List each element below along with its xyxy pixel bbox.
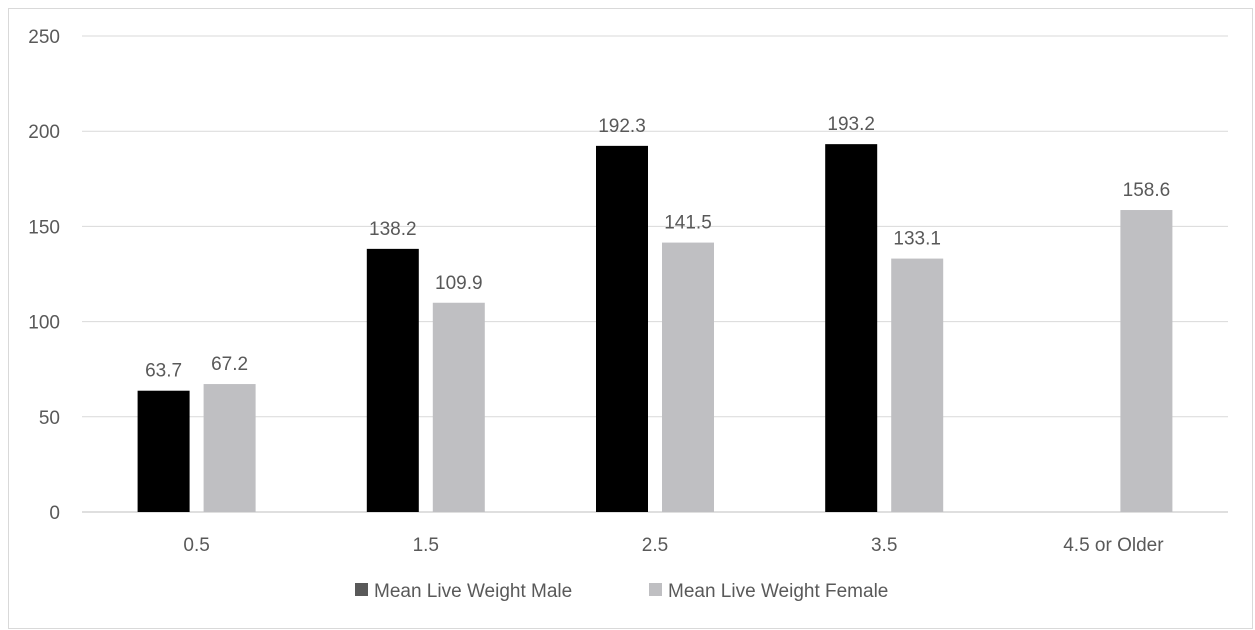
data-label: 67.2: [211, 354, 248, 375]
bar-female: [432, 302, 485, 512]
y-tick-label: 200: [28, 122, 60, 143]
x-tick-label: 4.5 or Older: [1063, 535, 1164, 556]
data-label: 109.9: [435, 273, 483, 294]
y-tick-label: 100: [28, 313, 60, 334]
y-tick-label: 150: [28, 217, 60, 238]
legend-label-female: Mean Live Weight Female: [668, 581, 888, 602]
bar-male: [596, 145, 648, 513]
data-label: 192.3: [598, 116, 646, 137]
legend-swatch-female: [649, 583, 662, 596]
x-tick-label: 1.5: [413, 535, 439, 556]
data-label: 193.2: [827, 114, 875, 135]
data-label: 141.5: [664, 213, 712, 234]
legend-label-male: Mean Live Weight Male: [374, 581, 572, 602]
y-tick-label: 0: [49, 503, 60, 524]
x-tick-label: 2.5: [642, 535, 668, 556]
x-tick-label: 3.5: [871, 535, 897, 556]
data-label: 63.7: [145, 361, 182, 382]
bar-female: [1120, 210, 1173, 512]
bar-male: [137, 390, 190, 512]
legend-swatch-male: [355, 583, 368, 596]
bar-female: [662, 242, 714, 513]
data-label: 138.2: [369, 219, 417, 240]
bar-female: [203, 384, 256, 512]
data-label: 133.1: [893, 229, 941, 250]
bars: [137, 144, 1173, 513]
grid-lines: [82, 35, 1228, 513]
y-axis-tick-labels: 0 50 100 150 200 250: [28, 27, 60, 524]
data-labels: 63.7 67.2 138.2 109.9 192.3 141.5 193.2 133.1 15…: [145, 114, 1170, 382]
bar-female: [891, 258, 944, 512]
legend: Mean Live Weight Male Mean Live Weight Fe…: [355, 581, 888, 602]
x-axis-tick-labels: 0.5 1.5 2.5 3.5 4.5 or Older: [183, 535, 1164, 556]
y-tick-label: 250: [28, 27, 60, 48]
x-tick-label: 0.5: [183, 535, 209, 556]
data-label: 158.6: [1123, 180, 1171, 201]
bar-male: [825, 144, 878, 512]
bar-male: [366, 248, 419, 513]
y-tick-label: 50: [39, 408, 60, 429]
